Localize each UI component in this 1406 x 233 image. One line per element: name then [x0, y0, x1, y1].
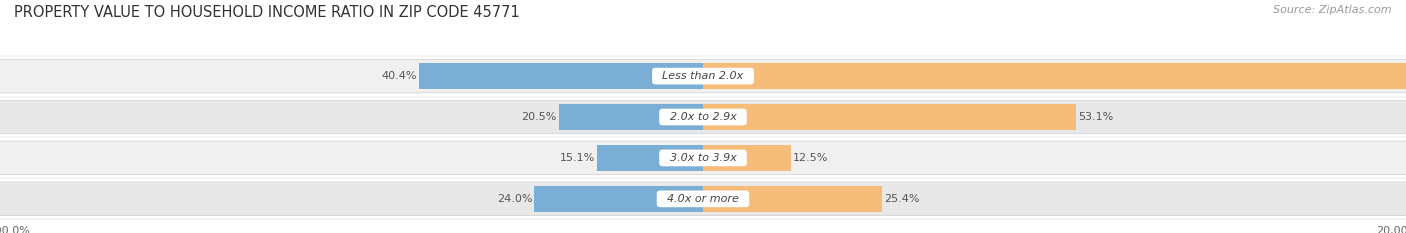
Text: 12.5%: 12.5%: [793, 153, 828, 163]
Bar: [703, 186, 882, 212]
Text: 25.4%: 25.4%: [884, 194, 920, 204]
Text: 4.0x or more: 4.0x or more: [659, 194, 747, 204]
Text: 3.0x to 3.9x: 3.0x to 3.9x: [662, 153, 744, 163]
Text: 15.1%: 15.1%: [560, 153, 595, 163]
Text: 20.5%: 20.5%: [522, 112, 557, 122]
Text: Less than 2.0x: Less than 2.0x: [655, 71, 751, 81]
Bar: [534, 186, 703, 212]
Bar: [560, 104, 703, 130]
Text: 40.4%: 40.4%: [381, 71, 418, 81]
Text: 2.0x to 2.9x: 2.0x to 2.9x: [662, 112, 744, 122]
Bar: [703, 63, 1406, 89]
FancyBboxPatch shape: [0, 59, 1406, 93]
FancyBboxPatch shape: [0, 182, 1406, 216]
FancyBboxPatch shape: [0, 100, 1406, 134]
FancyBboxPatch shape: [0, 141, 1406, 175]
Text: 24.0%: 24.0%: [496, 194, 533, 204]
Bar: [596, 145, 703, 171]
Text: 53.1%: 53.1%: [1078, 112, 1114, 122]
Text: PROPERTY VALUE TO HOUSEHOLD INCOME RATIO IN ZIP CODE 45771: PROPERTY VALUE TO HOUSEHOLD INCOME RATIO…: [14, 5, 520, 20]
Text: Source: ZipAtlas.com: Source: ZipAtlas.com: [1274, 5, 1392, 15]
Bar: [703, 104, 1077, 130]
Bar: [703, 145, 790, 171]
Bar: [419, 63, 703, 89]
